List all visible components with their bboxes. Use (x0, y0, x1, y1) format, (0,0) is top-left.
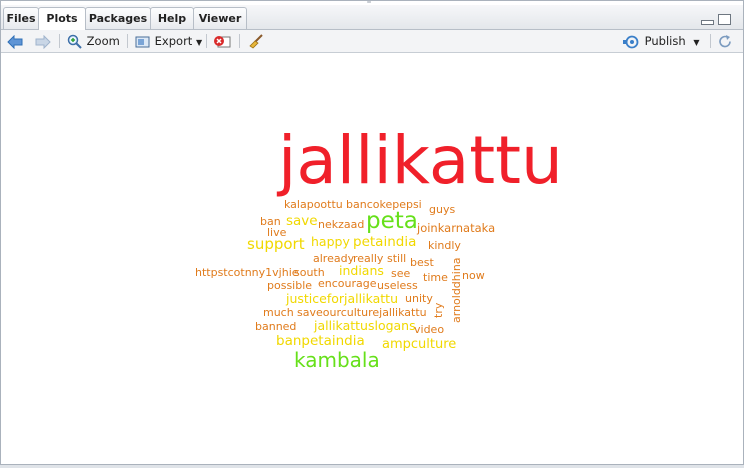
export-label: Export (154, 34, 193, 48)
plot-area: jallikattu kalapoottu bancokepepsi guys ban s… (1, 53, 743, 464)
word-cloud-word: bancokepepsi (346, 198, 422, 211)
tab-plots[interactable]: Plots (38, 7, 86, 30)
forward-arrow-icon[interactable] (35, 33, 51, 49)
tab-packages[interactable]: Packages (85, 7, 151, 29)
word-cloud-word: encourage (318, 277, 377, 290)
export-icon (135, 36, 150, 47)
word-cloud-word: jallikattuslogans (313, 318, 416, 333)
word-cloud-word: much (263, 306, 294, 319)
refresh-icon[interactable] (717, 33, 733, 49)
tab-viewer[interactable]: Viewer (193, 7, 247, 29)
word-cloud-word: joinkarnataka (416, 221, 495, 235)
toolbar-separator (239, 34, 240, 48)
word-cloud-word: happy (311, 234, 350, 249)
word-cloud-word: south (294, 266, 325, 279)
word-cloud-word: now (462, 269, 485, 282)
remove-plot-icon[interactable] (213, 33, 231, 49)
toolbar-separator (59, 34, 60, 48)
word-cloud-word: save (286, 213, 318, 229)
word-cloud-word: justiceforjallikattu (285, 291, 398, 306)
word-cloud-word: useless (377, 279, 418, 292)
tab-bar: Files Plots Packages Help Viewer (1, 5, 743, 30)
word-cloud-word: indians (339, 263, 384, 278)
maximize-icon[interactable] (718, 14, 731, 25)
pane-splitter-grip[interactable]: ═ (367, 0, 371, 6)
word-cloud-word: arnolddhina (450, 257, 463, 323)
word-cloud-word: saveourculturejallikattu (297, 306, 427, 319)
publish-label: Publish (644, 34, 686, 48)
word-cloud-word: nekzaad (318, 218, 364, 231)
word-cloud-word: petaindia (353, 234, 416, 250)
word-cloud-word: banpetaindia (276, 333, 365, 349)
word-cloud-word: ampculture (382, 337, 456, 352)
zoom-label: Zoom (86, 34, 120, 48)
word-cloud-word: really (353, 252, 384, 265)
word-cloud-word: httpstcotnny1vjhie (195, 266, 299, 279)
chevron-down-icon: ▼ (195, 38, 203, 47)
word-cloud-word: ban (260, 215, 281, 228)
word-cloud-word: see (391, 267, 410, 280)
word-cloud-word: already (313, 252, 355, 265)
minimize-icon[interactable] (701, 20, 714, 25)
toolbar-separator (710, 34, 711, 48)
word-cloud-word: try (432, 302, 445, 318)
tab-files[interactable]: Files (3, 7, 39, 29)
plot-toolbar: Zoom Export ▼ Publish ▼ (1, 30, 743, 53)
word-cloud-word: live (267, 226, 287, 239)
word-cloud-word: kindly (428, 239, 461, 252)
zoom-icon (67, 34, 82, 49)
word-cloud-word: still (387, 252, 406, 265)
word-cloud-word: kalapoottu (284, 198, 343, 211)
toolbar-separator (127, 34, 128, 48)
word-cloud-word: banned (255, 320, 296, 333)
word-cloud-word: unity (405, 292, 433, 305)
word-cloud-word: video (414, 323, 444, 336)
publish-icon (623, 35, 639, 48)
chevron-down-icon: ▼ (693, 38, 700, 47)
word-cloud-word: best (410, 256, 434, 269)
zoom-button[interactable]: Zoom (67, 33, 120, 49)
word-cloud-word: support (247, 235, 305, 253)
publish-button[interactable]: Publish ▼ (623, 33, 699, 49)
export-button[interactable]: Export ▼ (135, 33, 202, 49)
toolbar-separator (206, 34, 207, 48)
word-cloud-word: time (423, 271, 448, 284)
word-cloud-word: jallikattu (276, 122, 563, 199)
word-cloud-word: guys (429, 203, 455, 216)
word-cloud-word: kambala (294, 348, 380, 372)
word-cloud-word: possible (267, 279, 312, 292)
tab-help[interactable]: Help (150, 7, 194, 29)
back-arrow-icon[interactable] (7, 33, 23, 49)
word-cloud-word: peta (366, 208, 418, 234)
broom-icon[interactable] (248, 33, 264, 49)
